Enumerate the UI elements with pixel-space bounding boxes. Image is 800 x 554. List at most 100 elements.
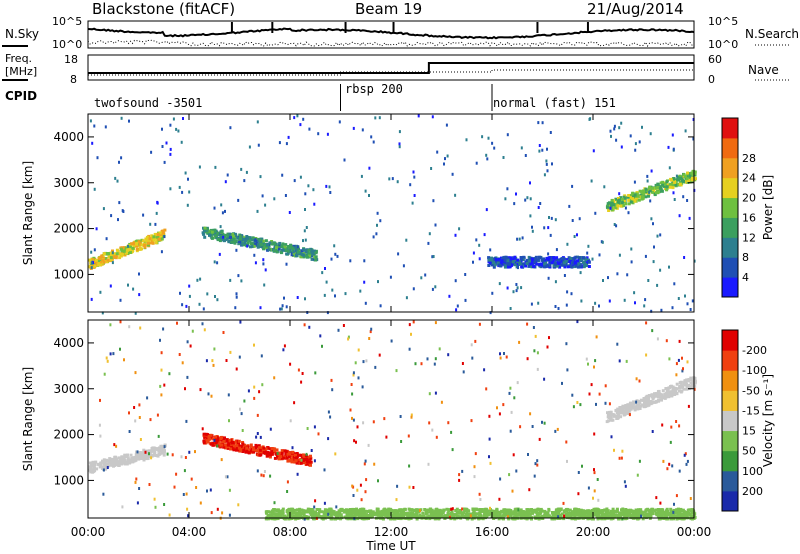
nave-trace xyxy=(88,69,694,76)
freq-tick-bottom: 8 xyxy=(70,73,77,86)
velocity-panel-cell xyxy=(473,513,477,517)
power-panel-cell xyxy=(614,206,618,210)
power-panel-cell xyxy=(581,261,585,264)
power-panel-cell xyxy=(405,296,408,300)
power-panel-cell xyxy=(627,211,630,215)
power-panel-cell xyxy=(563,257,567,261)
power-panel-cell xyxy=(502,156,505,159)
velocity-panel-cell xyxy=(654,400,658,404)
velocity-panel-cell xyxy=(641,512,644,516)
velocity-panel-cell xyxy=(530,517,533,521)
power-panel-cell xyxy=(555,258,559,261)
velocity-panel-cell xyxy=(554,429,557,433)
velocity-panel-cell xyxy=(273,376,276,380)
velocity-panel-cell xyxy=(624,409,628,413)
power-panel-cell xyxy=(180,140,183,144)
power-panel-cell xyxy=(147,239,151,242)
velocity-panel-cell xyxy=(471,508,475,512)
power-panel-cell xyxy=(99,257,103,261)
velocity-panel-cell xyxy=(408,485,411,489)
velocity-panel-cell xyxy=(88,467,92,471)
power-panel-cell xyxy=(506,259,510,263)
power-panel-cell xyxy=(517,266,519,270)
power-panel-cell xyxy=(303,229,306,233)
velocity-panel-cell xyxy=(212,363,215,367)
velocity-panel-cell xyxy=(613,414,616,418)
velocity-panel-cell xyxy=(159,338,161,342)
velocity-panel-cell xyxy=(488,414,491,418)
velocity-panel-cell xyxy=(473,465,476,469)
power-panel-cell xyxy=(532,258,536,262)
velocity-panel-cell xyxy=(302,515,306,519)
velocity-panel-cell xyxy=(138,456,142,460)
velocity-panel-cell xyxy=(141,455,145,459)
velocity-panel-cell xyxy=(228,488,231,492)
velocity-panel-cell xyxy=(408,323,411,327)
power-panel-cell xyxy=(90,250,93,254)
power-panel-cell xyxy=(239,241,243,245)
power-panel-cell xyxy=(185,304,188,308)
power-panel-cell xyxy=(557,258,561,262)
power-panel-cell xyxy=(231,232,234,236)
power-panel-cell xyxy=(220,236,224,240)
velocity-panel-cell xyxy=(527,511,531,515)
velocity-panel-cell xyxy=(459,511,463,515)
power-panel-cell xyxy=(443,162,445,166)
velocity-panel-cell xyxy=(135,477,138,481)
power-panel-cell xyxy=(223,234,227,238)
power-panel-cell xyxy=(99,290,102,294)
velocity-panel-cell xyxy=(474,507,478,511)
velocity-panel-cell xyxy=(104,466,108,470)
power-panel-cell xyxy=(485,208,488,212)
velocity-panel-cell xyxy=(585,511,589,515)
velocity-panel-cell xyxy=(669,384,673,388)
power-panel-cell xyxy=(610,202,614,206)
velocity-panel-cell xyxy=(191,329,194,333)
velocity-panel-cell xyxy=(125,462,129,466)
velocity-panel-cell xyxy=(269,474,272,478)
power-panel-cell xyxy=(203,226,207,230)
power-panel-cell xyxy=(188,284,191,288)
velocity-panel-cell xyxy=(305,460,309,463)
power-panel-cell xyxy=(458,227,461,231)
power-panel-cell xyxy=(138,272,140,276)
power-panel-cell xyxy=(527,255,531,259)
velocity-panel-cell xyxy=(219,437,223,441)
velocity-panel-cell xyxy=(689,381,693,385)
power-panel-cell xyxy=(577,256,581,260)
power-panel-cell xyxy=(520,257,524,261)
velocity-panel-cell xyxy=(114,461,118,465)
velocity-panel-cell xyxy=(587,486,590,490)
velocity-panel-cell xyxy=(241,441,245,444)
power-panel-noise xyxy=(89,114,696,315)
velocity-panel-cell xyxy=(300,456,303,460)
velocity-panel-cell xyxy=(499,477,502,481)
power-panel-cell xyxy=(264,203,267,207)
velocity-panel-cell xyxy=(410,508,414,512)
xtick-label: 08:00 xyxy=(273,525,308,539)
velocity-panel-cell xyxy=(141,453,145,456)
velocity-panel-cell xyxy=(499,356,502,360)
velocity-panel-cell xyxy=(361,517,365,521)
velocity-panel-cell xyxy=(93,462,97,466)
power-panel-cell xyxy=(417,114,420,118)
velocity-panel-cell xyxy=(273,517,277,521)
power-panel-cell xyxy=(325,280,328,284)
power-panel-cell xyxy=(266,243,269,247)
power-panel-cell xyxy=(675,174,678,178)
power-panel-cell xyxy=(631,195,635,199)
velocity-panel-cell xyxy=(387,511,391,514)
velocity-panel-cell xyxy=(321,344,323,348)
velocity-panel-cell xyxy=(620,511,624,515)
power-panel-cell xyxy=(538,263,542,267)
power-panel-cell xyxy=(517,259,521,263)
velocity-panel-cell xyxy=(157,434,160,438)
velocity-panel-cell xyxy=(674,509,678,513)
nsearch-trace xyxy=(87,39,695,47)
power-panel-cell xyxy=(210,236,214,240)
velocity-panel-cell xyxy=(142,448,146,452)
velocity-panel-cell xyxy=(693,387,696,391)
velocity-panel-cell xyxy=(163,383,166,387)
velocity-panel-cell xyxy=(638,514,642,518)
power-panel-cell xyxy=(643,304,646,308)
